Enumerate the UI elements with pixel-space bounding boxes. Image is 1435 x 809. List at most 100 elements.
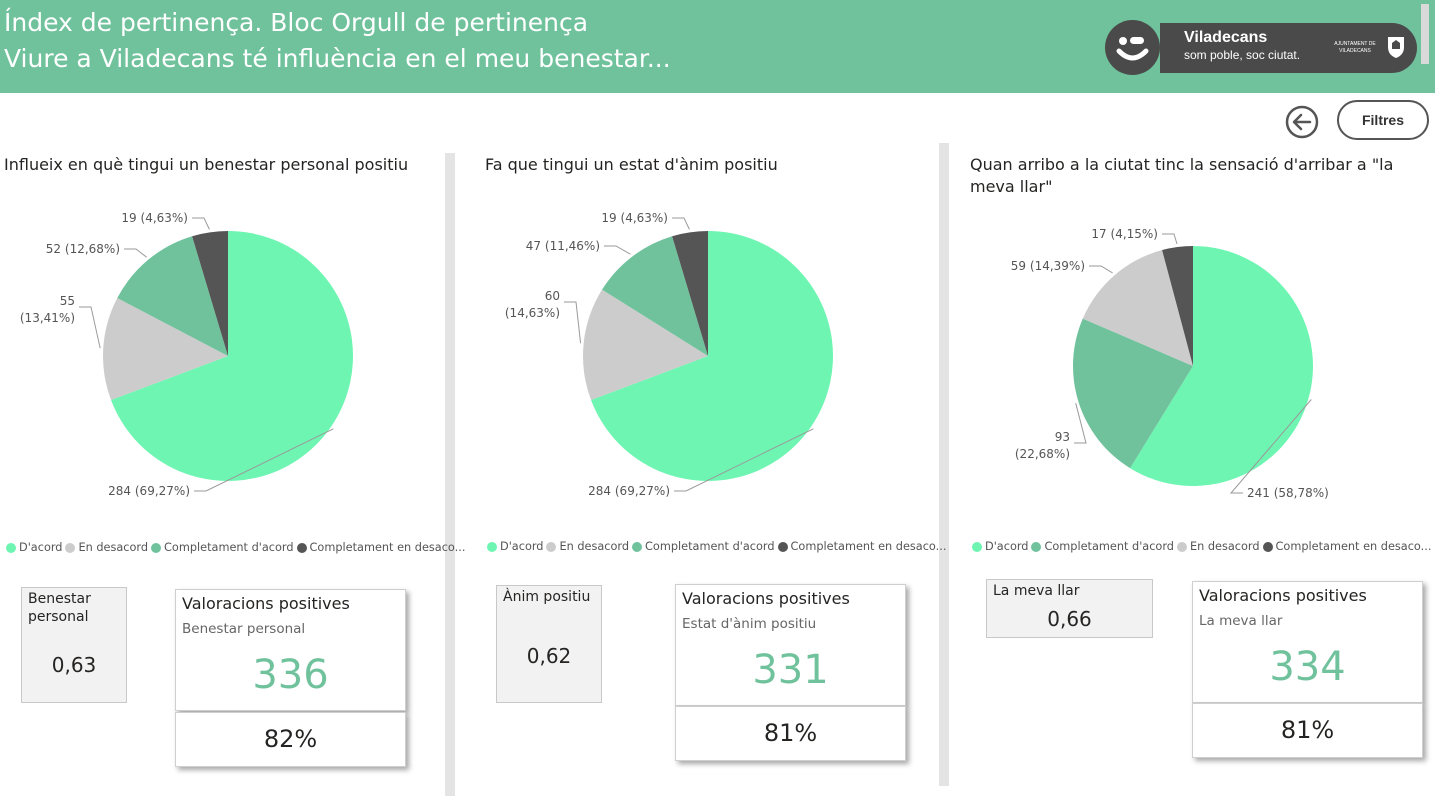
index-card: Benestar personal 0,63	[21, 587, 127, 703]
legend-label: D'acord	[985, 540, 1029, 553]
valoracions-title: Valoracions positives	[182, 594, 350, 613]
legend-item[interactable]: D'acord	[972, 540, 1028, 553]
valoracions-subtitle: Estat d'ànim positiu	[682, 616, 817, 632]
pie-slice-completament-en-desacord[interactable]	[1162, 246, 1193, 366]
legend-label: Completament d'acord	[1044, 540, 1174, 553]
pie-slice-d-acord[interactable]	[111, 231, 354, 481]
legend-label: Completament en desaco...	[1275, 540, 1432, 553]
shield-icon	[1388, 37, 1404, 58]
chart-title: Quan arribo a la ciutat tinc la sensació…	[970, 155, 1394, 196]
panel-divider	[445, 153, 455, 796]
index-label: Benestar personal	[28, 591, 91, 625]
pie-slice-completament-d-acord[interactable]	[602, 236, 708, 356]
legend-item[interactable]: Completament d'acord	[1031, 540, 1174, 553]
legend-item[interactable]: Completament d'acord	[151, 541, 294, 554]
legend-item[interactable]: D'acord	[6, 541, 62, 554]
legend-label: D'acord	[500, 540, 544, 553]
legend-item[interactable]: En desacord	[65, 541, 148, 554]
data-label: 59 (14,39%)	[1011, 259, 1085, 273]
page-subtitle: Viure a Viladecans té influència en el m…	[4, 44, 671, 73]
legend-label: En desacord	[559, 540, 630, 553]
index-card: Ànim positiu 0,62	[496, 585, 602, 703]
leader-line	[1229, 399, 1312, 494]
legend-dot-icon	[151, 542, 162, 553]
pie-slice-en-desacord[interactable]	[583, 289, 708, 401]
valoracions-percent: 82%	[175, 712, 406, 767]
data-label: 19 (4,63%)	[121, 211, 188, 225]
data-label: 60 (14,63%)	[505, 289, 560, 320]
legend-dot-icon	[1176, 541, 1187, 552]
data-label: 17 (4,15%)	[1091, 227, 1158, 241]
leader-line	[79, 306, 101, 349]
chart-legend: D'acord En desacord Completament d'acord Co…	[6, 541, 468, 554]
valoracions-title: Valoracions positives	[682, 589, 850, 608]
legend-item[interactable]: Completament en desaco...	[777, 540, 947, 553]
pie-slice-d-acord[interactable]	[1130, 246, 1313, 486]
legend-label: En desacord	[78, 541, 149, 554]
page-title: Índex de pertinença. Bloc Orgull de pert…	[4, 8, 589, 37]
leader-line	[124, 248, 147, 258]
pie-slice-completament-en-desacord[interactable]	[192, 231, 228, 356]
header-bar: Índex de pertinença. Bloc Orgull de pert…	[0, 0, 1435, 93]
legend-label: Completament en desaco...	[790, 540, 947, 553]
data-label: 47 (11,46%)	[526, 239, 600, 253]
chart-title: Influeix en què tingui un benestar perso…	[4, 155, 409, 174]
logo-banner: Viladecans som poble, soc ciutat. AJUNTA…	[1160, 23, 1417, 73]
pie-chart: 284 (69,27%) 55 (13,41%) 52 (12,68%) 19 (4,6…	[20, 211, 354, 498]
data-label: 284 (69,27%)	[588, 484, 670, 498]
legend-dot-icon	[777, 541, 788, 552]
legend-dot-icon	[972, 541, 982, 552]
legend-item[interactable]: En desacord	[546, 540, 629, 553]
pie-slice-completament-en-desacord[interactable]	[672, 231, 708, 356]
back-button[interactable]	[1285, 105, 1319, 139]
legend-label: Completament en desaco...	[309, 541, 466, 554]
data-label: 93 (22,68%)	[1015, 430, 1070, 461]
valoracions-title: Valoracions positives	[1199, 586, 1367, 605]
pie-chart: 241 (58,78%) 93 (22,68%) 59 (14,39%) 17 (4,1…	[1011, 227, 1329, 500]
valoracions-number: 334	[1269, 644, 1346, 690]
logo-name: Viladecans	[1184, 29, 1268, 46]
data-label: 19 (4,63%)	[601, 211, 668, 225]
index-card: La meva llar 0,66	[986, 579, 1153, 638]
logo-ajuntament: AJUNTAMENT DE VILADECANS	[1334, 41, 1376, 54]
legend-dot-icon	[487, 541, 497, 552]
legend-item[interactable]: En desacord	[1176, 540, 1260, 553]
leader-line	[192, 217, 210, 230]
pie-slice-d-acord[interactable]	[591, 231, 834, 481]
data-label: 241 (58,78%)	[1247, 486, 1329, 500]
leader-line	[1074, 402, 1087, 444]
legend-item[interactable]: D'acord	[487, 540, 543, 553]
valoracions-percent: 81%	[675, 706, 906, 761]
valoracions-subtitle: La meva llar	[1199, 613, 1283, 629]
valoracions-card: Valoracions positives Benestar personal …	[175, 589, 406, 711]
valoracions-card: Valoracions positives Estat d'ànim posit…	[675, 584, 906, 706]
legend-dot-icon	[1262, 541, 1273, 552]
leader-line	[1162, 233, 1178, 245]
back-arrow-icon	[1285, 105, 1319, 139]
legend-item[interactable]: Completament en desaco...	[296, 541, 466, 554]
leader-line	[1089, 265, 1113, 274]
data-label: 52 (12,68%)	[46, 242, 120, 256]
index-value: 0,62	[526, 644, 572, 668]
filters-button[interactable]: Filtres	[1337, 100, 1429, 140]
data-label: 284 (69,27%)	[108, 484, 190, 498]
legend-label: Completament d'acord	[164, 541, 294, 554]
scrollbar[interactable]	[1421, 4, 1429, 64]
leader-line	[604, 245, 631, 255]
pie-slice-completament-d-acord[interactable]	[117, 236, 228, 356]
smile-logo-icon	[1105, 20, 1160, 75]
index-value: 0,66	[1047, 607, 1092, 631]
index-value: 0,63	[51, 653, 97, 677]
chart-title: Fa que tingui un estat d'ànim positiu	[485, 155, 778, 174]
pie-slice-en-desacord[interactable]	[102, 297, 228, 401]
leader-line	[194, 428, 334, 492]
pie-slice-en-desacord[interactable]	[1082, 250, 1193, 366]
viladecans-logo: Viladecans som poble, soc ciutat. AJUNTA…	[1105, 20, 1417, 76]
legend-label: En desacord	[1189, 540, 1260, 553]
pie-slice-completament-d-acord[interactable]	[1072, 318, 1193, 469]
legend-dot-icon	[65, 542, 76, 553]
valoracions-number: 336	[252, 652, 329, 698]
legend-item[interactable]: Completament d'acord	[632, 540, 775, 553]
pie-chart: 284 (69,27%) 60 (14,63%) 47 (11,46%)19 (4,6…	[505, 211, 834, 498]
legend-item[interactable]: Completament en desaco...	[1262, 540, 1432, 553]
